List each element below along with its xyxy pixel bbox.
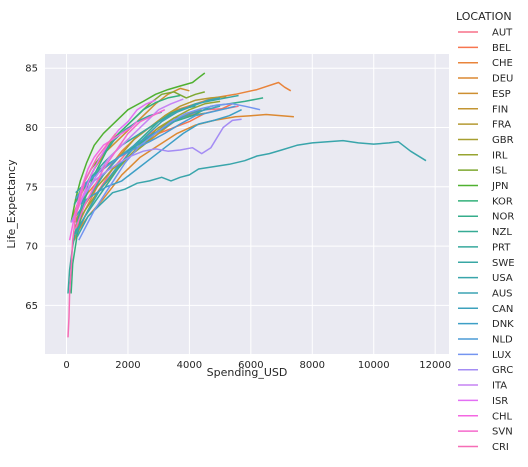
legend-label: NOR xyxy=(492,212,514,223)
legend-item-aut: AUT xyxy=(458,28,513,39)
legend-label: DEU xyxy=(492,74,513,85)
legend-item-deu: DEU xyxy=(458,74,513,85)
x-tick-label: 4000 xyxy=(177,360,202,371)
legend-item-usa: USA xyxy=(458,273,513,284)
legend-item-irl: IRL xyxy=(458,150,508,161)
y-tick-label: 65 xyxy=(25,301,38,312)
legend-item-dnk: DNK xyxy=(458,319,514,330)
y-tick-label: 70 xyxy=(25,242,38,253)
x-tick-label: 2000 xyxy=(115,360,140,371)
legend-label: LUX xyxy=(492,350,511,361)
legend-item-bel: BEL xyxy=(458,43,511,54)
legend-label: USA xyxy=(492,273,513,284)
series-line-jpn xyxy=(70,72,206,223)
series-line-can xyxy=(75,105,221,217)
legend-item-aus: AUS xyxy=(458,288,513,299)
legend-label: GRC xyxy=(492,365,513,376)
x-tick-label: 8000 xyxy=(300,360,325,371)
legend-label: PRT xyxy=(492,242,511,253)
series-line-ita xyxy=(73,98,184,217)
x-tick-label: 10000 xyxy=(358,360,390,371)
legend-item-nor: NOR xyxy=(458,212,514,223)
x-tick-labels: 0 2000 4000 6000 8000 10000 12000 xyxy=(63,360,451,371)
legend-label: CAN xyxy=(492,304,513,315)
legend-label: KOR xyxy=(492,196,513,207)
x-tick-label: 0 xyxy=(63,360,69,371)
legend-label: SVN xyxy=(492,427,513,438)
legend-label: DNK xyxy=(492,319,514,330)
legend-item-isr: ISR xyxy=(458,396,508,407)
legend-item-esp: ESP xyxy=(458,89,511,100)
legend-label: ITA xyxy=(492,381,507,392)
legend-label: GBR xyxy=(492,135,514,146)
grid xyxy=(45,54,449,354)
legend-item-che: CHE xyxy=(458,58,513,69)
legend-item-fin: FIN xyxy=(458,104,508,115)
legend-label: AUS xyxy=(492,288,513,299)
series-line-dnk xyxy=(78,109,242,206)
legend-title: LOCATION xyxy=(456,10,512,23)
legend-item-nzl: NZL xyxy=(458,227,512,238)
legend-item-gbr: GBR xyxy=(458,135,514,146)
plot-area xyxy=(45,54,449,354)
y-tick-labels: 65 70 75 80 85 xyxy=(25,64,38,312)
legend-label: FRA xyxy=(492,120,511,131)
series-line-lux xyxy=(78,103,261,241)
legend-item-prt: PRT xyxy=(458,242,511,253)
legend-label: BEL xyxy=(492,43,511,54)
y-axis-label: Life_Expectancy xyxy=(5,159,18,249)
legend-label: NZL xyxy=(492,227,512,238)
legend-label: AUT xyxy=(492,28,513,39)
y-tick-label: 85 xyxy=(25,64,38,75)
legend-item-nld: NLD xyxy=(458,335,513,346)
legend-item-swe: SWE xyxy=(458,258,515,269)
x-tick-label: 12000 xyxy=(419,360,451,371)
legend-item-ita: ITA xyxy=(458,381,507,392)
legend-item-isl: ISL xyxy=(458,166,507,177)
legend-item-jpn: JPN xyxy=(458,181,508,192)
legend-label: FIN xyxy=(492,104,508,115)
x-tick-label: 6000 xyxy=(238,360,263,371)
legend-label: CRI xyxy=(492,442,509,453)
legend-item-svn: SVN xyxy=(458,427,513,438)
series-line-swe xyxy=(75,94,239,194)
legend-label: ISR xyxy=(492,396,508,407)
legend-item-grc: GRC xyxy=(458,365,513,376)
series-line-svn xyxy=(75,109,166,229)
legend-item-fra: FRA xyxy=(458,120,511,131)
legend-item-kor: KOR xyxy=(458,196,513,207)
series-line-usa xyxy=(76,139,427,237)
legend-item-cri: CRI xyxy=(458,442,509,453)
legend-label: SWE xyxy=(492,258,515,269)
legend-label: CHE xyxy=(492,58,513,69)
y-tick-label: 75 xyxy=(25,182,38,193)
legend: LOCATION AUT BEL CHE DEU ESP FIN FRA GBR IRL ISL J… xyxy=(456,10,515,453)
series-line-aus xyxy=(75,97,221,235)
legend-item-can: CAN xyxy=(458,304,513,315)
series-line-deu xyxy=(75,113,294,235)
x-axis-label: Spending_USD xyxy=(207,366,288,379)
legend-item-lux: LUX xyxy=(458,350,511,361)
y-tick-label: 80 xyxy=(25,123,38,134)
legend-label: ISL xyxy=(492,166,507,177)
legend-label: CHL xyxy=(492,411,513,422)
series-line-chl xyxy=(68,121,138,241)
legend-label: IRL xyxy=(492,150,508,161)
legend-label: JPN xyxy=(491,181,508,192)
legend-item-chl: CHL xyxy=(458,411,513,422)
series-line-cri xyxy=(67,132,117,338)
legend-label: NLD xyxy=(492,335,513,346)
legend-label: ESP xyxy=(492,89,511,100)
series-lines xyxy=(67,72,427,338)
